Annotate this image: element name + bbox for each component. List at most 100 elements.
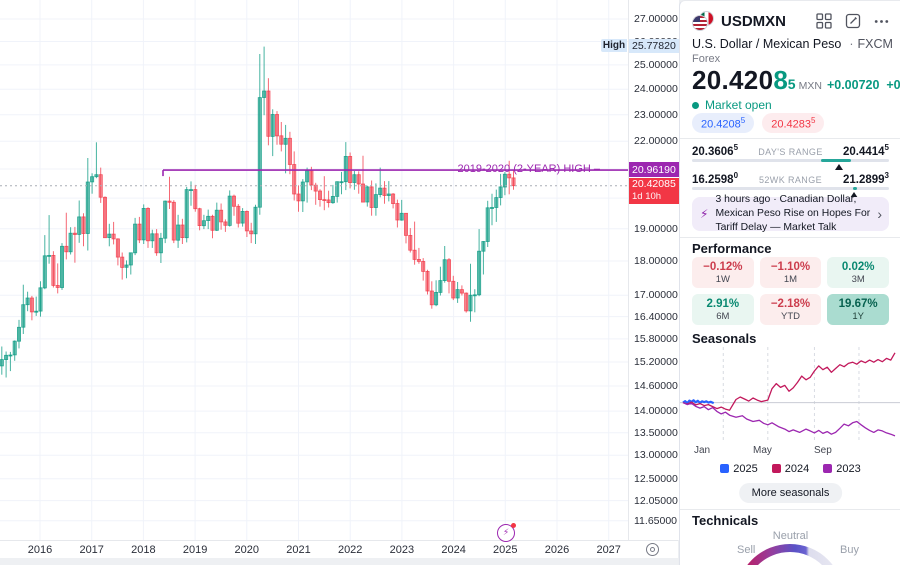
- year-tick: 2022: [337, 544, 363, 556]
- year-tick: 2016: [27, 544, 53, 556]
- performance-cell-1y[interactable]: 19.67% 1Y: [827, 294, 889, 325]
- symbol-detail-panel: USDMXN U.S. Dollar / Mexican Peso: [679, 0, 900, 565]
- legend-swatch-icon: [720, 464, 730, 473]
- legend-item-2023[interactable]: 2023: [823, 463, 861, 475]
- days-range-label: DAY'S RANGE: [758, 146, 823, 157]
- last-price-sup: 5: [787, 76, 796, 92]
- events-lightning-icon[interactable]: ⚡: [497, 523, 516, 542]
- price-tick: 18.00000: [634, 255, 678, 267]
- price-tick: 14.60000: [634, 380, 678, 392]
- 52wk-range-marker-icon: [849, 192, 858, 198]
- seasonal-line-2023: [682, 402, 896, 437]
- performance-cell-6m[interactable]: 2.91% 6M: [692, 294, 754, 325]
- last-price-main: 20.420: [692, 65, 774, 95]
- high-marker-value: 25.77820: [629, 38, 679, 53]
- price-tick: 25.00000: [634, 59, 678, 71]
- performance-grid: −0.12% 1W −1.10% 1M 0.02% 3M 2.91% 6M −2.18% YTD 1…: [692, 257, 889, 325]
- more-seasonals-button[interactable]: More seasonals: [738, 483, 843, 503]
- price-tick: 13.50000: [634, 427, 678, 439]
- trendline-price-tag: 20.96190: [629, 162, 680, 178]
- notification-dot: [511, 523, 516, 528]
- 52wk-range-track: [692, 187, 889, 190]
- bid-price-pill[interactable]: 20.42085: [692, 113, 755, 133]
- price-tick: 13.00000: [634, 449, 678, 461]
- performance-cell-3m[interactable]: 0.02% 3M: [827, 257, 889, 288]
- performance-cell-ytd[interactable]: −2.18% YTD: [759, 294, 822, 325]
- axis-settings-icon[interactable]: [646, 543, 659, 556]
- compose-edit-icon[interactable]: [845, 13, 861, 29]
- candles: [0, 46, 516, 378]
- news-headline[interactable]: ⚡ 3 hours ago · Canadian Dollar, Mexican…: [692, 194, 889, 233]
- performance-period: 1W: [715, 274, 730, 285]
- grid-layout-icon[interactable]: [816, 13, 832, 29]
- year-tick: 2018: [131, 544, 156, 556]
- price-tick: 17.00000: [634, 289, 678, 301]
- main-chart-pane[interactable]: 27.0000026.0000025.0000024.0000023.00000…: [0, 0, 680, 565]
- gauge-neutral-label: Neutral: [772, 530, 809, 542]
- market-status-label: Market open: [705, 98, 772, 112]
- technicals-gauge[interactable]: [692, 521, 889, 565]
- performance-value: 19.67%: [838, 298, 878, 310]
- news-text: 3 hours ago · Canadian Dollar, Mexican P…: [715, 194, 871, 233]
- high-marker-label: High: [601, 38, 627, 52]
- performance-cell-1m[interactable]: −1.10% 1M: [759, 257, 822, 288]
- seasonal-line-2025: [682, 399, 715, 405]
- days-range-values: 20.36065 DAY'S RANGE 20.44145: [692, 143, 889, 158]
- performance-value: −1.10%: [770, 261, 811, 273]
- performance-value: 0.02%: [841, 261, 875, 273]
- divider: [680, 138, 900, 139]
- price-axis[interactable]: 27.0000026.0000025.0000024.0000023.00000…: [628, 0, 679, 540]
- price-tick: 27.00000: [634, 13, 678, 25]
- legend-item-2025[interactable]: 2025: [720, 463, 758, 475]
- annotations: [0, 169, 628, 187]
- legend-item-2024[interactable]: 2024: [771, 463, 809, 475]
- us-flag-icon: [692, 15, 708, 31]
- performance-cell-1w[interactable]: −0.12% 1W: [692, 257, 754, 288]
- days-range-fill: [821, 159, 851, 162]
- candle-countdown: 1d 10h: [632, 190, 662, 202]
- last-price-digit: 8: [773, 65, 788, 95]
- price-row: 20.42085 MXN +0.00720 +0.04%: [692, 65, 900, 96]
- price-tick: 15.80000: [634, 333, 678, 345]
- chevron-right-icon: ›: [877, 206, 882, 222]
- gauge-buy-label: Buy: [840, 544, 859, 556]
- 52wk-range-low: 16.25980: [692, 171, 739, 186]
- news-lightning-icon: ⚡: [700, 207, 709, 221]
- more-options-icon[interactable]: [874, 14, 889, 29]
- year-tick: 2026: [544, 544, 570, 556]
- symbol-header: USDMXN: [692, 10, 889, 32]
- year-tick: 2021: [286, 544, 311, 556]
- seasonals-chart[interactable]: [680, 347, 900, 443]
- trendline-label[interactable]: 2019-2020 (2-YEAR) HIGH –: [457, 163, 600, 176]
- price-tick: 16.40000: [634, 311, 678, 323]
- year-tick: 2027: [596, 544, 621, 556]
- price-currency: MXN: [798, 80, 822, 92]
- ask-price-pill[interactable]: 20.42835: [762, 113, 825, 133]
- year-tick: 2025: [493, 544, 518, 556]
- legend-swatch-icon: [823, 464, 833, 473]
- days-range-marker-icon: [834, 164, 843, 170]
- performance-value: 2.91%: [706, 298, 740, 310]
- divider: [680, 509, 900, 510]
- days-range-low: 20.36065: [692, 143, 739, 158]
- seasonals-legend: 2025 2024 2023: [692, 463, 889, 475]
- symbol-subtitle: U.S. Dollar / Mexican Peso · FXCM: [692, 37, 893, 51]
- year-tick: 2017: [79, 544, 104, 556]
- performance-period: 1Y: [852, 311, 864, 322]
- days-range-track: [692, 159, 889, 162]
- symbol-full-name[interactable]: U.S. Dollar / Mexican Peso: [692, 37, 842, 51]
- 52wk-range-high: 21.28993: [842, 171, 889, 186]
- performance-period: 1M: [783, 274, 798, 285]
- exchange-name[interactable]: FXCM: [857, 37, 893, 51]
- seasonals-title: Seasonals: [692, 331, 757, 346]
- year-tick: 2019: [182, 544, 208, 556]
- bottom-strip: [0, 558, 678, 565]
- 52wk-range-fill: [852, 187, 858, 190]
- candlestick-chart[interactable]: [0, 0, 628, 540]
- time-axis[interactable]: 2016 2017 2018 2019 2020 2021 2022 2023 2024 2025…: [0, 540, 678, 558]
- year-tick: 2023: [389, 544, 415, 556]
- price-tick: 12.05000: [634, 495, 678, 507]
- bid-ask-row: 20.42085 20.42835: [692, 113, 825, 133]
- price-tick: 15.20000: [634, 356, 678, 368]
